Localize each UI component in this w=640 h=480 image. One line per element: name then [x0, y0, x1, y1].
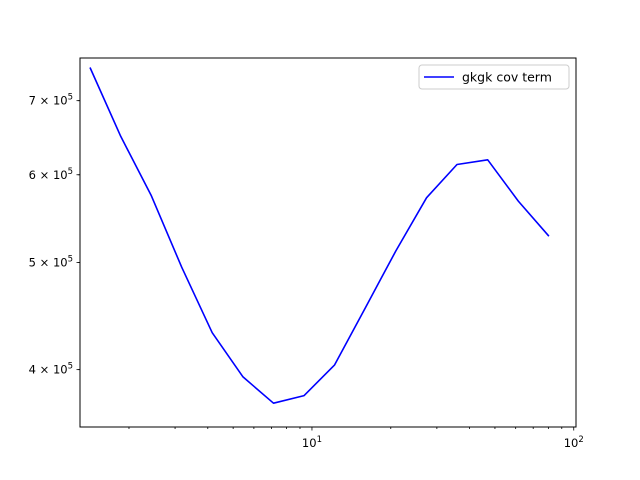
y-tick-times: × — [36, 363, 53, 377]
legend-label: gkgk cov term — [462, 70, 552, 85]
y-tick-label: 7 × 105 — [29, 93, 73, 108]
y-tick-base: 10 — [53, 363, 68, 377]
y-tick-times: × — [36, 94, 53, 108]
y-tick-mantissa: 5 — [29, 255, 36, 269]
y-tick-exp: 5 — [68, 167, 73, 177]
x-tick-label: 101 — [302, 435, 322, 450]
y-tick-mantissa: 7 — [29, 94, 36, 108]
y-tick-label: 5 × 105 — [29, 254, 73, 269]
y-tick-exp: 5 — [68, 93, 73, 103]
y-tick-mantissa: 4 — [29, 363, 36, 377]
y-tick-base: 10 — [53, 168, 68, 182]
y-tick-times: × — [36, 168, 53, 182]
y-tick-base: 10 — [53, 94, 68, 108]
plot-frame — [79, 57, 577, 428]
x-tick-exp: 1 — [317, 435, 322, 445]
x-tick-label: 102 — [564, 435, 584, 450]
series-line — [89, 67, 550, 405]
y-tick-mantissa: 6 — [29, 168, 36, 182]
x-tick-base: 10 — [564, 436, 579, 450]
y-tick-label: 6 × 105 — [29, 167, 73, 182]
x-axis-ticks: 101 102 — [302, 427, 584, 450]
legend-box — [418, 64, 570, 90]
series-layer — [89, 67, 550, 405]
x-tick-base: 10 — [302, 436, 317, 450]
y-tick-exp: 5 — [68, 362, 73, 372]
y-tick-times: × — [36, 255, 53, 269]
x-tick-exp: 2 — [578, 435, 583, 445]
y-tick-exp: 5 — [68, 254, 73, 264]
y-tick-base: 10 — [53, 255, 68, 269]
y-tick-label: 4 × 105 — [29, 362, 73, 377]
legend: gkgk cov term — [418, 64, 570, 90]
